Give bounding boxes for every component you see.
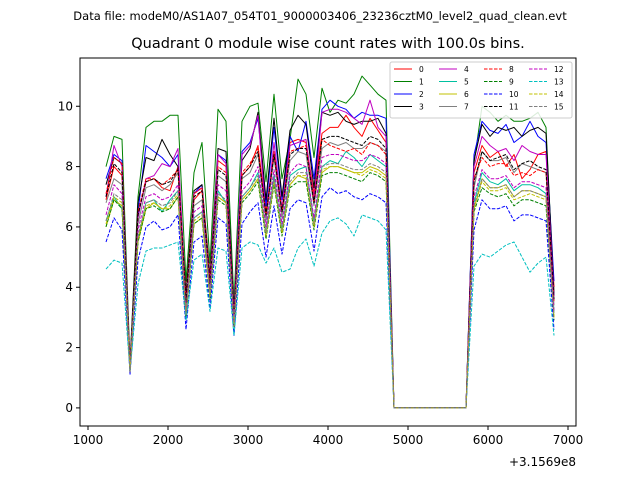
series-line-12 <box>105 154 555 409</box>
series-line-4 <box>105 99 555 409</box>
axes: 1000 2000 3000 4000 5000 6000 7000 0 2 4 6 8 10 <box>58 99 584 447</box>
y-tick-label: 2 <box>65 341 73 355</box>
series-line-14 <box>105 166 555 409</box>
x-tick-label: 6000 <box>473 433 504 447</box>
y-tick-label: 4 <box>65 280 73 294</box>
legend-box <box>389 61 573 119</box>
legend-label-4: 4 <box>464 65 469 74</box>
legend-label-9: 9 <box>509 78 514 87</box>
series-line-5 <box>105 151 555 409</box>
legend-label-10: 10 <box>509 90 519 99</box>
suptitle: Data file: modeM0/AS1A07_054T01_90000034… <box>73 9 567 23</box>
series-line-6 <box>105 166 555 409</box>
legend-label-12: 12 <box>554 65 564 74</box>
series-lines <box>105 75 555 409</box>
series-line-10 <box>105 187 555 409</box>
series-line-13 <box>105 214 555 409</box>
x-tick-label: 3000 <box>233 433 264 447</box>
series-line-1 <box>105 75 555 409</box>
x-tick-label: 2000 <box>153 433 184 447</box>
x-tick-label: 7000 <box>553 433 584 447</box>
legend-label-3: 3 <box>419 103 424 112</box>
legend-label-7: 7 <box>464 103 469 112</box>
series-line-9 <box>105 172 555 409</box>
legend-label-0: 0 <box>419 65 424 74</box>
legend-label-1: 1 <box>419 78 424 87</box>
x-tick-label: 1000 <box>73 433 104 447</box>
series-line-11 <box>105 135 555 409</box>
x-tick-label: 5000 <box>393 433 424 447</box>
y-tick-label: 0 <box>65 401 73 415</box>
series-line-2 <box>105 99 555 409</box>
legend-label-6: 6 <box>464 90 469 99</box>
legend-label-5: 5 <box>464 78 469 87</box>
series-line-15 <box>105 163 555 409</box>
y-tick-label: 10 <box>58 99 73 113</box>
legend-label-14: 14 <box>554 90 564 99</box>
legend-label-2: 2 <box>419 90 424 99</box>
legend-label-11: 11 <box>509 103 519 112</box>
x-tick-label: 4000 <box>313 433 344 447</box>
chart-title: Quadrant 0 module wise count rates with … <box>131 36 525 52</box>
legend-label-15: 15 <box>554 103 564 112</box>
x-offset-label: +3.1569e8 <box>509 455 576 469</box>
legend-label-13: 13 <box>554 78 564 87</box>
y-tick-label: 6 <box>65 220 73 234</box>
legend-label-8: 8 <box>509 65 514 74</box>
y-tick-label: 8 <box>65 160 73 174</box>
